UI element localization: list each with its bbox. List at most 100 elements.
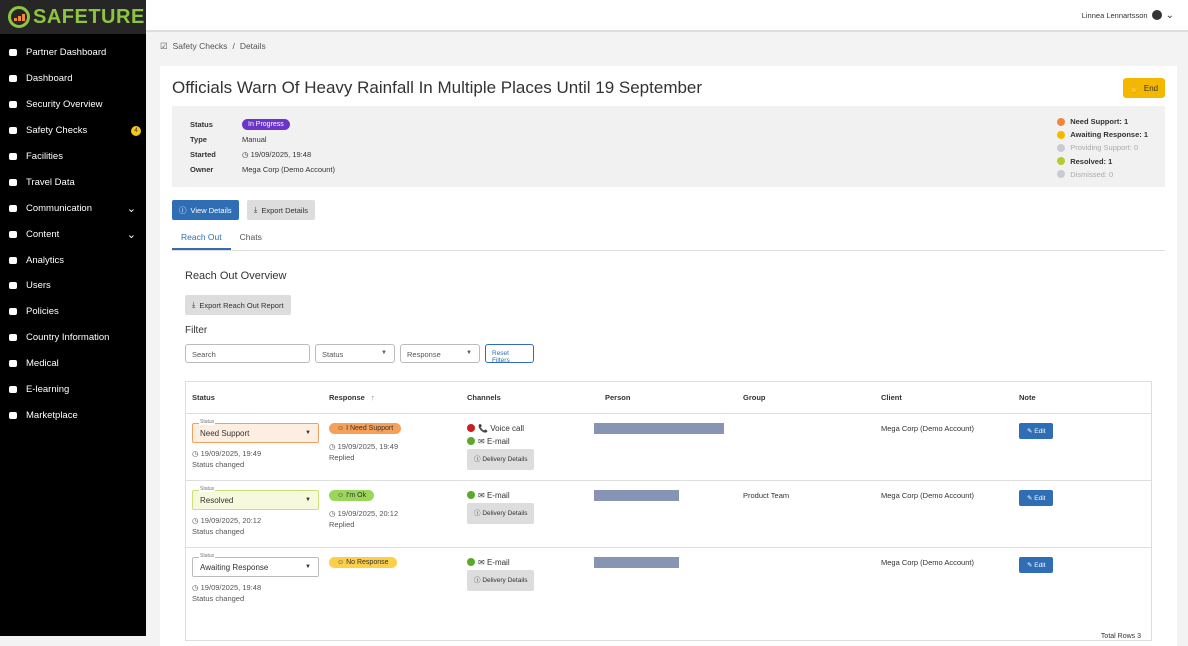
group-cell: Product Team	[743, 491, 790, 500]
sidebar-item-medical[interactable]: Medical	[0, 351, 146, 377]
edit-note-button[interactable]: ✎ Edit	[1019, 557, 1054, 573]
sidebar-item-security-overview[interactable]: Security Overview	[0, 92, 146, 118]
count-badge: 4	[131, 125, 141, 136]
tab-reach-out[interactable]: Reach Out	[172, 226, 231, 250]
sidebar-item-country-information[interactable]: Country Information	[0, 325, 146, 351]
sidebar-item-e-learning[interactable]: E-learning	[0, 377, 146, 403]
sidebar-item-safety-checks[interactable]: Safety Checks 4	[0, 118, 146, 144]
sidebar-item-analytics[interactable]: Analytics	[0, 247, 146, 273]
chart-icon	[9, 256, 17, 264]
clock-icon: ◷	[329, 509, 338, 518]
safeture-logo[interactable]: SAFETURE	[0, 0, 146, 34]
delivery-details-button[interactable]: ⓘ Delivery Details	[467, 449, 535, 470]
breadcrumb-current: Details	[239, 41, 266, 51]
search-input[interactable]: Search	[185, 344, 310, 363]
column-header[interactable]: Person	[605, 393, 631, 402]
graduation-cap-icon	[9, 386, 17, 394]
table-row: Status Need Support ▼ ◷ 19/09/2025, 19:49 S…	[186, 413, 1151, 480]
chevron-down-icon[interactable]: ⌄	[1165, 9, 1174, 21]
user-name[interactable]: Linnea Lennartsson	[1081, 10, 1148, 20]
pencil-icon: ✎	[1027, 562, 1035, 569]
status-legend: Need Support: 1 Awaiting Response: 1 Provi…	[1057, 115, 1148, 181]
reset-filters-button[interactable]: Reset Filters	[485, 344, 534, 364]
sidebar-item-marketplace[interactable]: Marketplace	[0, 402, 146, 428]
column-header[interactable]: Status	[192, 393, 215, 402]
column-header[interactable]: Group	[743, 393, 766, 402]
delivery-details-button[interactable]: ⓘ Delivery Details	[467, 503, 535, 524]
channel-item: ✉ E-mail	[467, 489, 534, 502]
sidebar-item-partner-dashboard[interactable]: Partner Dashboard	[0, 40, 146, 66]
status-filter[interactable]: Status ▼	[315, 344, 395, 363]
status-dot-icon	[1057, 157, 1066, 166]
end-button[interactable]: ✋ End	[1123, 78, 1165, 98]
pencil-icon: ✎	[1027, 428, 1035, 435]
sidebar-item-travel-data[interactable]: Travel Data	[0, 169, 146, 195]
sidebar-item-users[interactable]: Users	[0, 273, 146, 299]
clock-icon: ◷	[192, 516, 201, 525]
export-details-button[interactable]: ⤓ Export Details	[247, 200, 316, 220]
chevron-down-icon[interactable]: ⌄	[126, 202, 136, 215]
edit-note-button[interactable]: ✎ Edit	[1019, 423, 1054, 439]
legend-item: Resolved: 1	[1057, 155, 1148, 168]
export-reach-out-button[interactable]: ⤓ Export Reach Out Report	[185, 295, 291, 315]
flag-icon	[9, 334, 17, 342]
channel-item: ✉ E-mail	[467, 556, 534, 569]
legend-item: Dismissed: 0	[1057, 168, 1148, 181]
check-square-icon	[9, 127, 17, 135]
clock-icon: ◷	[192, 583, 201, 592]
info-icon: ⓘ	[179, 205, 187, 215]
sidebar-item-policies[interactable]: Policies	[0, 299, 146, 325]
hand-icon: ✋	[1129, 83, 1140, 93]
status-dot-icon	[1057, 143, 1066, 152]
total-rows: Total Rows 3	[1100, 633, 1141, 640]
sidebar-item-facilities[interactable]: Facilities	[0, 144, 146, 170]
edit-note-button[interactable]: ✎ Edit	[1019, 490, 1054, 506]
response-badge: ☺ No Response	[329, 557, 397, 568]
check-square-icon: ☑	[160, 41, 168, 51]
sidebar-item-communication[interactable]: Communication ⌄	[0, 195, 146, 221]
error-circle-icon	[467, 424, 475, 432]
view-details-button[interactable]: ⓘ View Details	[172, 200, 239, 220]
check-circle-icon	[467, 558, 475, 566]
chevron-down-icon[interactable]: ⌄	[126, 228, 136, 241]
legend-item: Providing Support: 0	[1057, 141, 1148, 154]
response-badge: ☺ I'm Ok	[329, 490, 375, 501]
column-header[interactable]: Response ↑	[329, 393, 375, 402]
column-header[interactable]: Channels	[467, 393, 501, 402]
check-circle-icon	[467, 491, 475, 499]
info-icon: ⓘ	[474, 510, 483, 517]
response-filter[interactable]: Response ▼	[400, 344, 480, 363]
tab-chats[interactable]: Chats	[239, 232, 262, 242]
gauge-icon	[9, 75, 17, 83]
sort-arrow-icon[interactable]: ↑	[370, 393, 375, 402]
client-cell: Mega Corp (Demo Account)	[881, 558, 974, 567]
user-avatar-icon[interactable]	[1151, 10, 1162, 20]
face-icon: ☺	[337, 559, 347, 566]
caret-down-icon: ▼	[305, 497, 311, 503]
envelope-icon: ✉	[478, 558, 485, 567]
breadcrumb-parent[interactable]: Safety Checks	[172, 41, 228, 51]
download-icon: ⤓	[192, 300, 196, 309]
client-cell: Mega Corp (Demo Account)	[881, 491, 974, 500]
reach-out-table: Total Rows 3 Status Response ↑ Channels Per…	[185, 381, 1152, 641]
megaphone-icon	[9, 204, 17, 212]
topbar: Linnea Lennartsson ⌄	[146, 0, 1188, 32]
sidebar-item-dashboard[interactable]: Dashboard	[0, 66, 146, 92]
details-card: Officials Warn Of Heavy Rainfall In Mult…	[160, 66, 1177, 646]
status-select[interactable]: Status Resolved ▼	[192, 486, 319, 510]
star-icon	[9, 411, 17, 419]
client-cell: Mega Corp (Demo Account)	[881, 424, 974, 433]
delivery-details-button[interactable]: ⓘ Delivery Details	[467, 570, 535, 591]
column-header[interactable]: Client	[881, 393, 902, 402]
column-header[interactable]: Note	[1019, 393, 1036, 402]
phone-icon: 📞	[478, 424, 488, 433]
status-select[interactable]: Status Awaiting Response ▼	[192, 553, 319, 577]
face-icon: ☺	[337, 492, 347, 499]
status-dot-icon	[1057, 170, 1066, 179]
sidebar-item-content[interactable]: Content ⌄	[0, 221, 146, 247]
caret-down-icon: ▼	[305, 430, 311, 436]
table-row: Status Resolved ▼ ◷ 19/09/2025, 20:12 Statu…	[186, 480, 1151, 547]
clock-icon: ◷	[192, 449, 201, 458]
status-select[interactable]: Status Need Support ▼	[192, 419, 319, 443]
redacted-person	[594, 490, 679, 501]
